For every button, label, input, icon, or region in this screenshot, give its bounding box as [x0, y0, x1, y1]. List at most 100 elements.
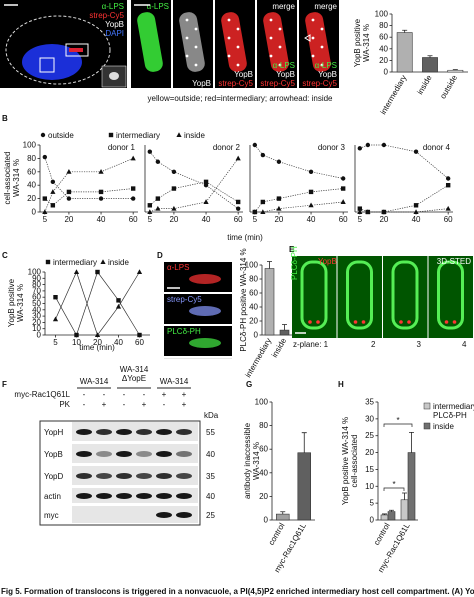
- condition-sign: +: [182, 390, 187, 399]
- panel-letter: F: [2, 380, 7, 389]
- marker: [155, 196, 161, 201]
- group-label: WA-314 ΔYopE: [120, 365, 149, 383]
- marker: [42, 154, 48, 160]
- x-tick-label: 60: [339, 215, 348, 224]
- kda-label: 40: [206, 450, 215, 459]
- x-tick-label: 40: [97, 215, 106, 224]
- x-tick-label: 5: [253, 215, 258, 224]
- y-tick-label: 60: [259, 445, 268, 454]
- e-yopb: [407, 320, 411, 324]
- d-label: α-LPS: [167, 263, 189, 272]
- group-label: WA-314: [80, 377, 109, 386]
- bacterium: [179, 12, 205, 72]
- yopb-dot: [185, 36, 189, 40]
- y-tick-label: 80: [27, 154, 36, 163]
- x-tick-label: 5: [358, 215, 363, 224]
- marker: [413, 209, 419, 214]
- band: [156, 512, 172, 518]
- x-axis-label: time (min): [227, 233, 263, 242]
- y-tick-label: 5: [370, 499, 375, 508]
- yopb-dot: [278, 27, 282, 31]
- condition-sign: -: [83, 400, 86, 409]
- marker: [381, 142, 387, 148]
- marker: [171, 169, 177, 174]
- y-axis-label: antibody inaccessibleWA-314 %: [243, 422, 261, 499]
- e-label: 3D-STED: [437, 257, 471, 266]
- error-bar: [282, 324, 287, 331]
- e-yopb: [444, 320, 449, 324]
- marker: [381, 209, 387, 214]
- marker: [73, 269, 80, 274]
- e-image: [383, 256, 428, 338]
- x-tick-label: 40: [307, 215, 316, 224]
- yopb-dot: [311, 54, 315, 58]
- bar: [447, 69, 464, 73]
- series-line: [254, 188, 344, 213]
- overview-label: strep-Cy5: [89, 11, 124, 20]
- marker: [155, 159, 161, 164]
- e-label: YopB: [318, 257, 337, 266]
- y-tick-label: 20: [27, 194, 36, 203]
- blot-strip: [72, 488, 198, 503]
- chart-title: donor 4: [423, 143, 451, 152]
- panel-letter: C: [2, 251, 8, 260]
- blot-row-label: YopB: [44, 450, 63, 459]
- yopb-dot: [320, 45, 324, 49]
- legend-label: inside: [184, 131, 205, 140]
- marker: [340, 176, 346, 181]
- y-tick-label: 100: [28, 268, 42, 277]
- marker: [357, 146, 363, 151]
- series-line: [44, 188, 134, 206]
- y-tick-label: 90: [32, 274, 41, 283]
- significance-bracket: [383, 487, 405, 491]
- y-tick-label: 80: [249, 275, 258, 284]
- zoom-label: α-LPS: [147, 2, 169, 11]
- band: [116, 473, 132, 479]
- panel-letter: G: [246, 380, 252, 389]
- y-axis-label: YopB positive WA-314 %cell-associated: [341, 417, 359, 505]
- y-tick-label: 10: [365, 482, 374, 491]
- y-tick-label: 50: [32, 299, 41, 308]
- bar: [275, 513, 290, 521]
- condition-sign: -: [143, 390, 146, 399]
- condition-sign: -: [123, 390, 126, 399]
- marker: [171, 205, 177, 211]
- bar: [297, 452, 311, 521]
- series-line: [149, 151, 239, 209]
- chart-title: donor 2: [213, 143, 241, 152]
- error-bar: [267, 261, 272, 269]
- marker: [45, 259, 51, 265]
- band: [176, 493, 192, 499]
- error-bar: [402, 492, 407, 500]
- overview-label: DAPI: [105, 29, 124, 38]
- marker: [260, 152, 266, 158]
- x-tick-label: 60: [444, 215, 453, 224]
- marker: [53, 295, 58, 300]
- marker: [52, 316, 59, 322]
- z-plane-label: 4: [462, 340, 467, 349]
- condition-label: myc-Rac1Q61L: [14, 390, 70, 399]
- y-tick-label: 80: [379, 21, 388, 30]
- y-tick-label: 60: [249, 289, 258, 298]
- yopb-dot: [278, 45, 282, 49]
- marker: [357, 209, 363, 214]
- unit-label: kDa: [204, 411, 219, 420]
- legend-label: intermediary: [53, 258, 97, 267]
- marker: [130, 196, 136, 201]
- blot-strip: [72, 444, 198, 463]
- condition-sign: +: [102, 400, 107, 409]
- marker: [445, 176, 451, 181]
- significance-label: *: [392, 480, 395, 489]
- kda-label: 40: [206, 492, 215, 501]
- arrowhead: [304, 34, 311, 42]
- d-label: PLCδ-PH: [167, 327, 201, 336]
- y-tick-label: 40: [32, 305, 41, 314]
- marker: [308, 202, 314, 208]
- condition-sign: -: [83, 390, 86, 399]
- y-tick-label: 60: [32, 293, 41, 302]
- series-line: [149, 158, 239, 213]
- band: [136, 429, 152, 435]
- error-bar: [452, 69, 458, 71]
- blot-row-label: YopD: [44, 472, 64, 481]
- marker: [365, 142, 371, 148]
